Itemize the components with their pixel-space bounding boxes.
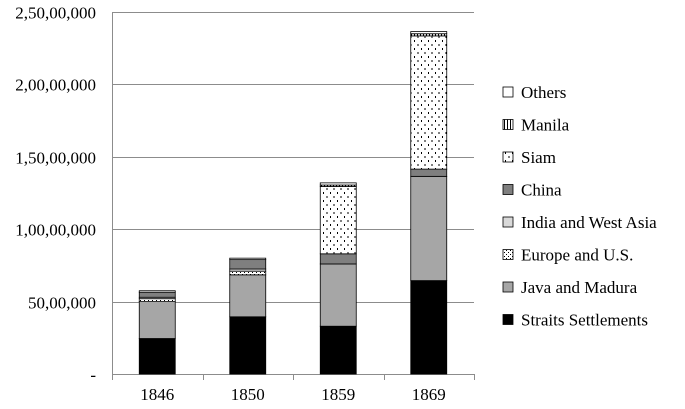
legend-swatch-europe-and-u-s [502,249,514,260]
legend-label-india-and-west-asia: India and West Asia [521,213,657,232]
y-tick-label: 50,00,000 [28,294,96,313]
legend-swatch-india-and-west-asia [502,216,514,228]
bar-segment-europe-and-u-s-1850 [229,270,267,276]
x-tick-label: 1869 [412,385,446,404]
bar-segment-china-1846 [138,291,176,298]
bar-segment-china-1859 [319,253,357,265]
bar-segment-others-1869 [410,31,448,35]
legend-label-java-and-madura: Java and Madura [521,278,638,297]
legend: Others Manila Siam China India and West Asia… [502,83,657,330]
x-tick-label: 1859 [321,385,355,404]
legend-label-china: China [521,181,562,200]
bar-segment-straits-settlements-1869 [410,280,448,375]
bar-segment-china-1869 [410,168,448,177]
legend-label-siam: Siam [521,148,556,167]
bar-segment-others-1850 [229,257,267,261]
bar-segment-others-1859 [319,182,357,186]
x-tick-label: 1850 [231,385,265,404]
legend-label-europe-and-u-s: Europe and U.S. [521,246,633,265]
legend-swatch-siam [502,151,514,163]
bar-segment-straits-settlements-1846 [138,338,176,375]
bar-segment-siam-1869 [410,35,448,170]
bar-segment-straits-settlements-1859 [319,325,357,375]
y-tick-label: 1,00,00,000 [15,221,96,240]
bar-segment-java-and-madura-1846 [138,301,176,339]
legend-swatch-java-and-madura [502,281,514,293]
legend-swatch-china [502,184,514,195]
bars [138,31,448,375]
y-tick-label: 2,00,00,000 [15,76,96,95]
legend-label-others: Others [521,83,566,102]
legend-label-straits-settlements: Straits Settlements [521,311,648,330]
legend-swatch-straits-settlements [502,314,514,325]
bar-segment-china-1850 [229,259,267,270]
legend-swatch-manila [502,119,514,130]
legend-swatch-others [502,86,514,98]
x-tick-label: 1846 [140,385,174,404]
bar-segment-siam-1859 [319,186,357,255]
y-tick-label: 2,50,00,000 [15,4,96,23]
axes: - 50,00,000 1,00,00,000 1,50,00,000 2,00,00,… [15,4,475,404]
y-tick-label: - [90,366,96,385]
legend-label-manila: Manila [521,116,570,135]
y-tick-label: 1,50,00,000 [15,149,96,168]
bar-segment-europe-and-u-s-1846 [138,298,176,303]
bar-segment-java-and-madura-1869 [410,175,448,282]
bar-segment-straits-settlements-1850 [229,316,267,375]
bar-segment-java-and-madura-1859 [319,263,357,327]
bar-segment-others-1846 [138,290,176,293]
bar-segment-java-and-madura-1850 [229,274,267,318]
